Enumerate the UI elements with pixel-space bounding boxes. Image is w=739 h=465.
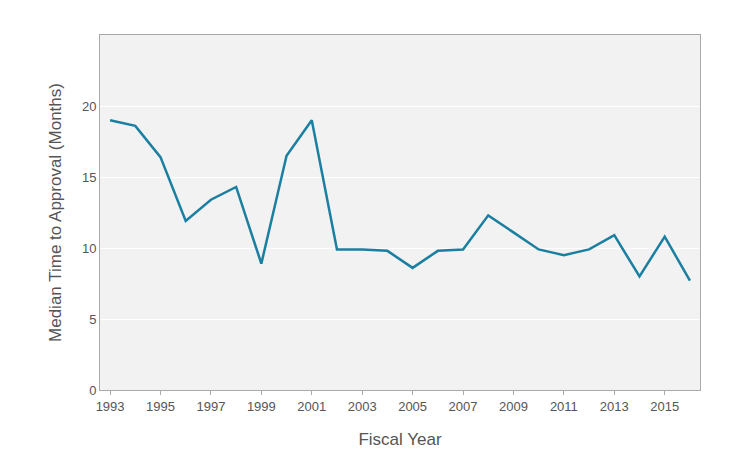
svg-text:2001: 2001 bbox=[297, 399, 326, 414]
svg-text:15: 15 bbox=[82, 170, 96, 185]
svg-text:Fiscal Year: Fiscal Year bbox=[358, 430, 441, 449]
svg-text:2003: 2003 bbox=[348, 399, 377, 414]
svg-text:2005: 2005 bbox=[398, 399, 427, 414]
svg-text:1999: 1999 bbox=[247, 399, 276, 414]
svg-text:2007: 2007 bbox=[449, 399, 478, 414]
svg-text:20: 20 bbox=[82, 99, 96, 114]
svg-text:Median Time to Approval (Month: Median Time to Approval (Months) bbox=[46, 83, 65, 342]
svg-text:2011: 2011 bbox=[550, 399, 578, 414]
svg-text:1997: 1997 bbox=[196, 399, 225, 414]
svg-text:5: 5 bbox=[89, 312, 96, 327]
svg-text:2013: 2013 bbox=[600, 399, 629, 414]
svg-text:1993: 1993 bbox=[96, 399, 125, 414]
svg-text:2009: 2009 bbox=[499, 399, 528, 414]
svg-text:10: 10 bbox=[82, 241, 96, 256]
svg-text:1995: 1995 bbox=[146, 399, 175, 414]
svg-text:2015: 2015 bbox=[650, 399, 679, 414]
svg-text:0: 0 bbox=[89, 383, 96, 398]
